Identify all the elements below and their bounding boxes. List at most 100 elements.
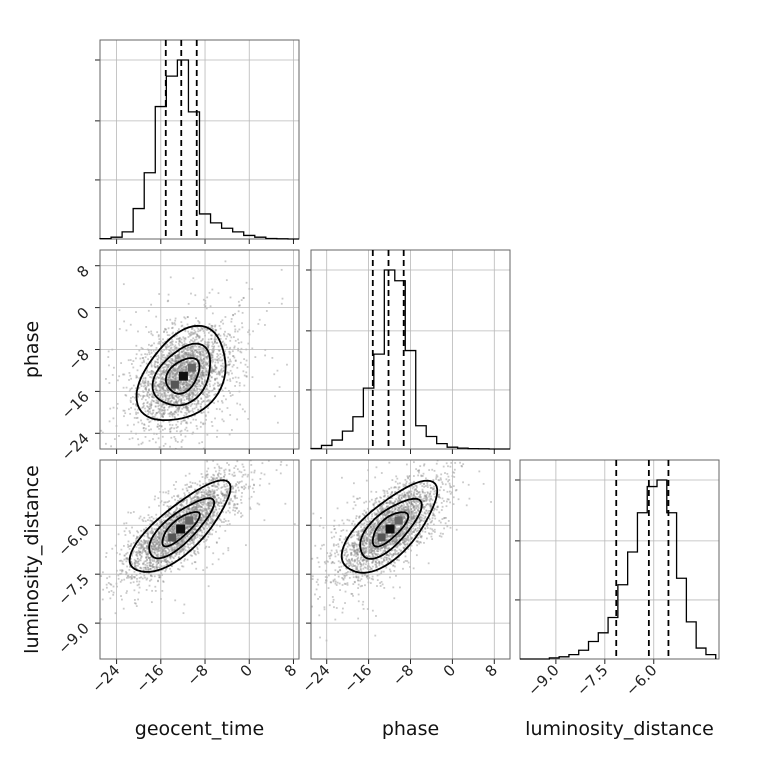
scatter-point	[184, 330, 187, 333]
scatter-point	[142, 520, 145, 522]
scatter-point	[171, 397, 174, 400]
scatter-point	[195, 507, 198, 510]
scatter-point	[180, 400, 183, 402]
scatter-point	[188, 397, 191, 400]
scatter-point	[195, 382, 198, 385]
scatter-point	[167, 363, 170, 366]
scatter-point	[175, 405, 177, 408]
scatter-point	[231, 372, 233, 375]
scatter-point	[199, 344, 202, 347]
scatter-point	[182, 357, 184, 359]
scatter-point	[152, 370, 155, 373]
scatter-point	[210, 370, 213, 373]
scatter-point	[200, 382, 203, 385]
scatter-point	[192, 500, 195, 503]
scatter-point	[149, 373, 152, 375]
scatter-point	[204, 513, 207, 515]
scatter-point	[157, 400, 160, 403]
scatter-point	[181, 520, 184, 523]
scatter-point	[182, 510, 185, 513]
scatter-point	[142, 395, 145, 398]
scatter-point	[225, 482, 228, 485]
scatter-point	[206, 356, 209, 358]
scatter-point	[163, 406, 166, 409]
scatter-point	[189, 349, 192, 351]
scatter-point	[139, 546, 142, 549]
scatter-point	[231, 485, 234, 488]
scatter-point	[164, 570, 167, 573]
scatter-point	[188, 374, 190, 376]
scatter-point	[162, 378, 165, 381]
scatter-point	[174, 360, 177, 363]
scatter-point	[185, 384, 188, 387]
scatter-point	[171, 351, 173, 354]
scatter-point	[220, 467, 223, 470]
scatter-point	[167, 398, 170, 401]
scatter-point	[162, 383, 165, 386]
scatter-point	[184, 435, 187, 438]
scatter-point	[193, 521, 196, 524]
scatter-point	[85, 467, 87, 469]
scatter-point	[211, 477, 214, 480]
scatter-point	[195, 512, 198, 515]
scatter-point	[207, 501, 210, 504]
scatter-point	[160, 425, 163, 428]
scatter-point	[130, 560, 132, 563]
scatter-point	[192, 359, 195, 362]
scatter-point	[200, 377, 203, 380]
scatter-point	[192, 389, 195, 392]
scatter-point	[195, 385, 197, 388]
scatter-point	[197, 341, 200, 344]
scatter-point	[146, 382, 149, 385]
scatter-point	[177, 356, 179, 358]
scatter-point	[171, 560, 174, 563]
scatter-point	[143, 534, 146, 537]
scatter-point	[200, 347, 202, 349]
scatter-point	[183, 399, 186, 401]
scatter-point	[181, 341, 183, 344]
scatter-point	[162, 524, 164, 527]
scatter-point	[239, 498, 242, 501]
scatter-point	[155, 533, 157, 536]
scatter-point	[206, 362, 209, 365]
scatter-point	[223, 496, 226, 499]
scatter-point	[150, 401, 153, 404]
scatter-point	[212, 358, 214, 361]
scatter-point	[126, 575, 129, 578]
scatter-point	[161, 555, 164, 558]
scatter-point	[149, 410, 151, 413]
scatter-point	[231, 485, 234, 488]
scatter-point	[195, 506, 198, 509]
scatter-point	[203, 384, 206, 386]
scatter-point	[195, 393, 198, 396]
scatter-point	[153, 498, 156, 501]
scatter-point	[234, 494, 237, 497]
scatter-point	[167, 355, 169, 358]
scatter-point	[205, 474, 208, 477]
scatter-point	[188, 508, 190, 511]
scatter-point	[180, 519, 183, 521]
scatter-point	[195, 495, 198, 498]
scatter-point	[154, 544, 157, 547]
scatter-point	[152, 566, 154, 568]
scatter-point	[217, 487, 220, 490]
scatter-point	[167, 299, 170, 302]
scatter-point	[134, 403, 137, 406]
scatter-point	[244, 486, 247, 489]
scatter-point	[169, 523, 172, 525]
scatter-point	[139, 559, 142, 562]
scatter-point	[163, 363, 166, 366]
scatter-point	[211, 515, 214, 518]
scatter-point	[157, 394, 160, 397]
scatter-point	[171, 395, 174, 398]
scatter-point	[192, 515, 195, 518]
scatter-point	[207, 506, 210, 509]
scatter-point	[220, 490, 223, 493]
scatter-point	[147, 411, 150, 414]
scatter-point	[139, 364, 142, 367]
scatter-point	[185, 407, 188, 410]
scatter-point	[174, 361, 177, 363]
scatter-point	[179, 540, 182, 543]
scatter-point	[179, 542, 182, 545]
scatter-point	[161, 415, 163, 418]
